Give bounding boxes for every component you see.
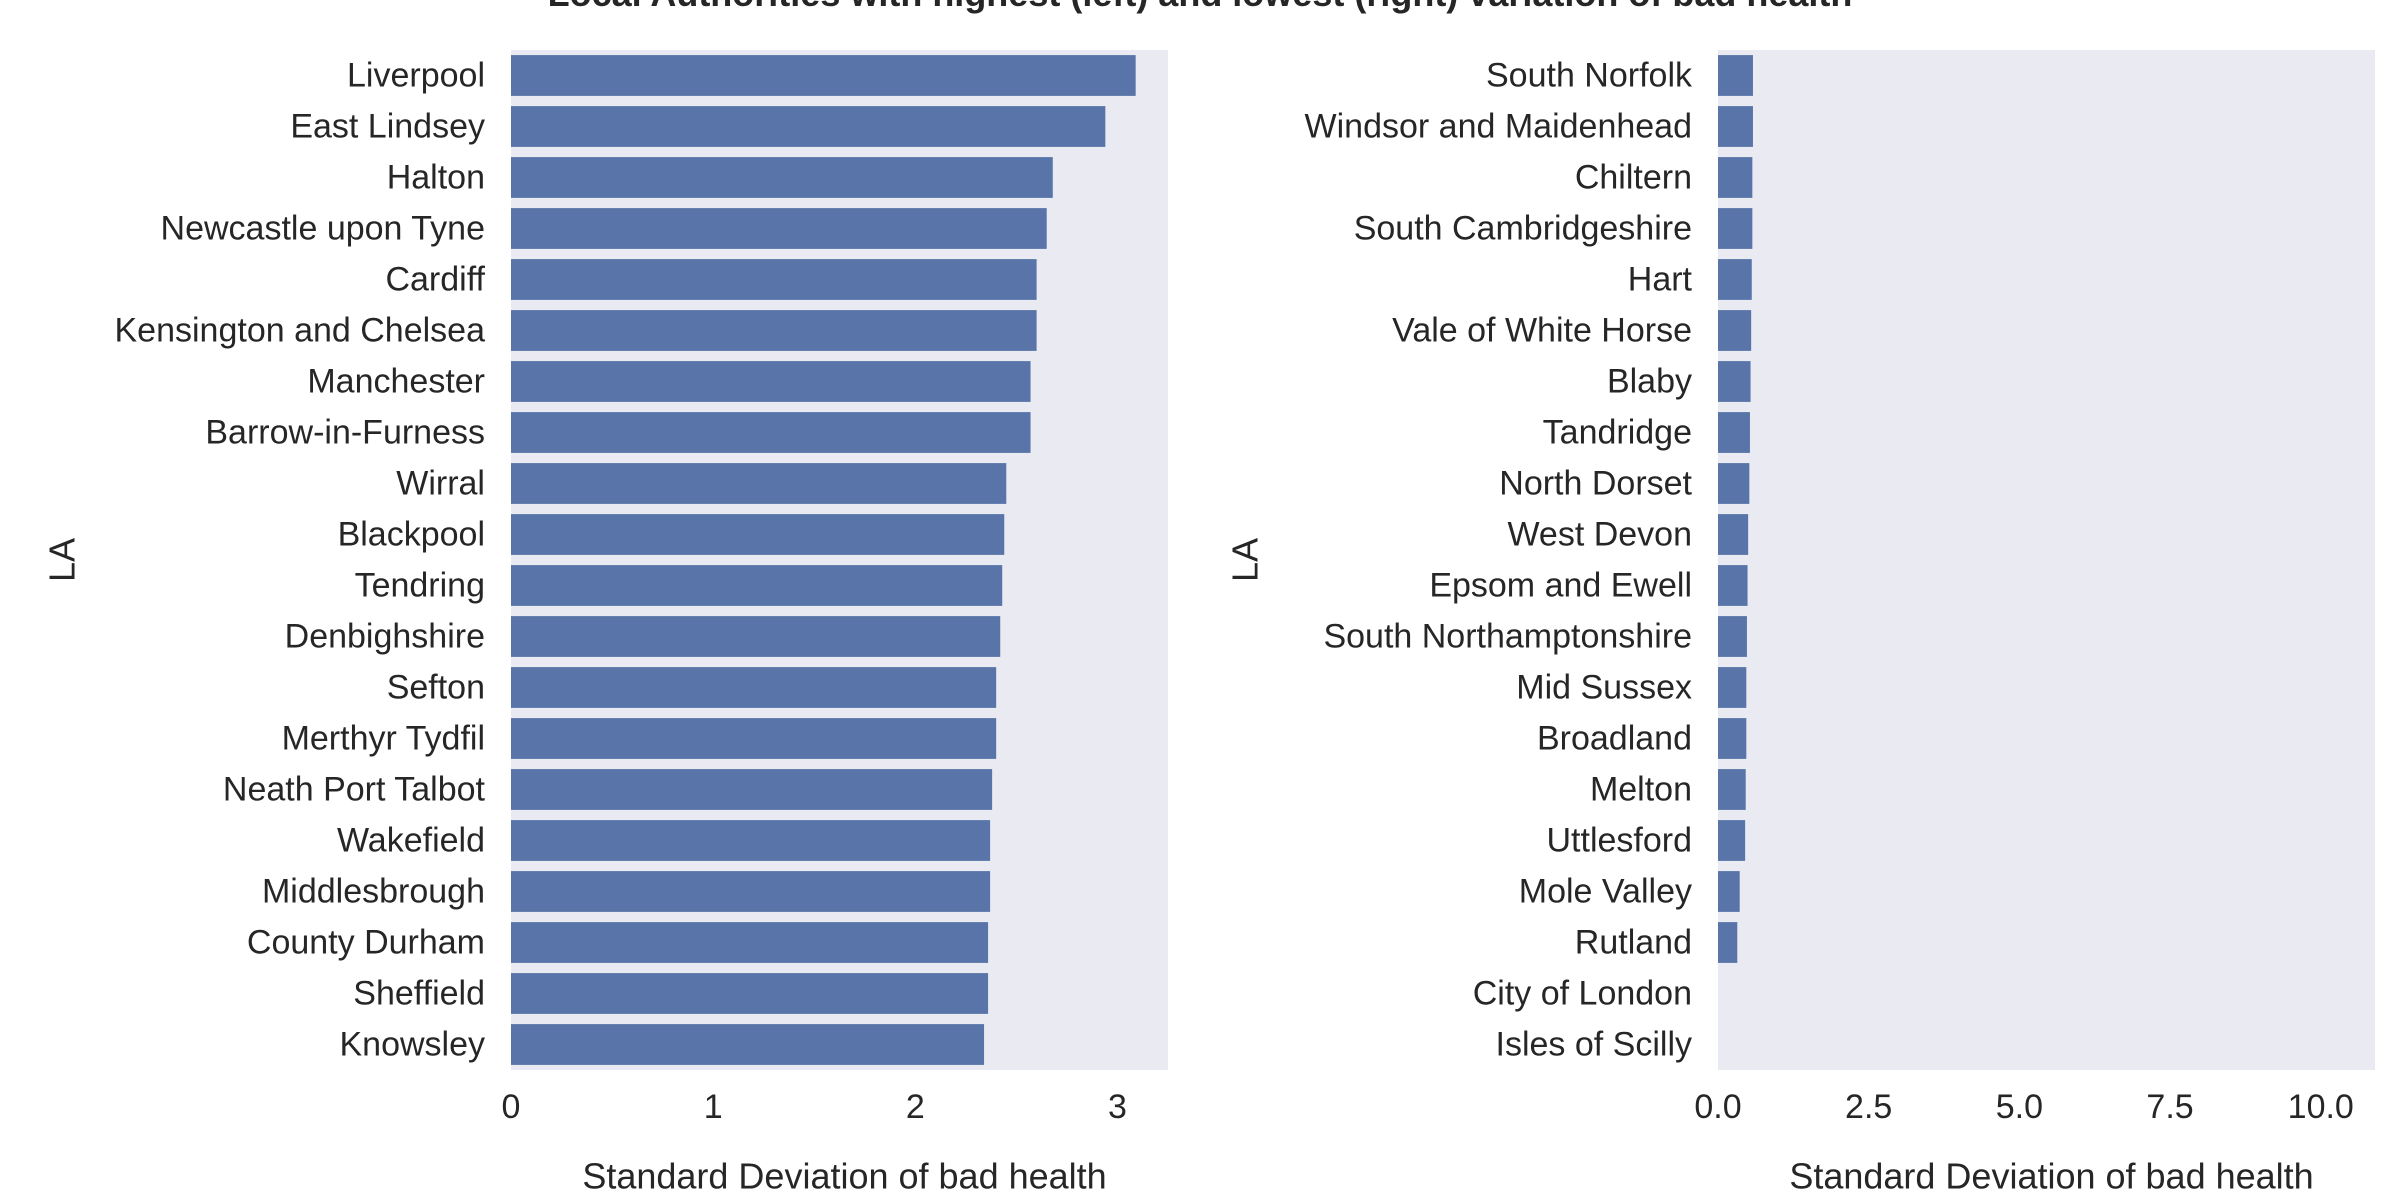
category-label-left-17: County Durham: [247, 924, 485, 962]
bar-left-1: [511, 106, 1106, 147]
plot-area-right: [1718, 50, 2375, 1070]
category-label-right-19: Isles of Scilly: [1496, 1026, 1693, 1064]
bar-right-11: [1718, 616, 1747, 657]
category-label-left-18: Sheffield: [353, 975, 485, 1013]
x-axis-label-right: Standard Deviation of bad health: [1789, 1155, 2313, 1196]
category-label-left-16: Middlesbrough: [262, 873, 485, 911]
x-tick-label-right-3: 7.5: [2146, 1088, 2193, 1126]
bar-left-13: [511, 718, 997, 759]
x-tick-label-right-0: 0.0: [1694, 1088, 1741, 1126]
category-label-left-0: Liverpool: [347, 57, 485, 95]
category-label-right-18: City of London: [1473, 975, 1692, 1013]
x-tick-label-left-2: 2: [906, 1088, 925, 1126]
x-tick-label-left-1: 1: [704, 1088, 723, 1126]
plot-area-left: [511, 50, 1168, 1070]
category-label-left-4: Cardiff: [385, 261, 485, 299]
category-label-left-2: Halton: [387, 159, 485, 197]
category-label-right-8: North Dorset: [1499, 465, 1692, 503]
category-label-right-10: Epsom and Ewell: [1429, 567, 1692, 605]
bar-left-12: [511, 667, 997, 708]
category-label-left-5: Kensington and Chelsea: [115, 312, 486, 350]
bar-right-6: [1718, 361, 1751, 402]
bar-left-14: [511, 769, 993, 810]
category-label-right-13: Broadland: [1537, 720, 1692, 758]
category-label-left-11: Denbighshire: [285, 618, 485, 656]
bar-right-10: [1718, 565, 1748, 606]
x-tick-label-right-1: 2.5: [1845, 1088, 1892, 1126]
category-label-left-7: Barrow-in-Furness: [205, 414, 485, 452]
category-label-right-15: Uttlesford: [1547, 822, 1693, 860]
x-tick-label-right-2: 5.0: [1996, 1088, 2043, 1126]
bar-left-17: [511, 922, 989, 963]
chart-title: Local Authorities with highest (left) an…: [548, 0, 1853, 14]
bar-right-2: [1718, 157, 1753, 198]
right-panel: South Norfolk Windsor and Maidenhead Chilt…: [1225, 50, 2375, 1196]
bar-left-6: [511, 361, 1031, 402]
category-label-right-3: South Cambridgeshire: [1354, 210, 1692, 248]
category-label-left-6: Manchester: [307, 363, 485, 401]
category-label-right-1: Windsor and Maidenhead: [1305, 108, 1692, 146]
bar-left-4: [511, 259, 1037, 300]
bar-left-11: [511, 616, 1001, 657]
bar-left-0: [511, 55, 1136, 96]
bar-left-3: [511, 208, 1047, 249]
bar-right-14: [1718, 769, 1746, 810]
category-label-right-4: Hart: [1628, 261, 1693, 299]
category-label-left-8: Wirral: [396, 465, 485, 503]
category-label-right-9: West Devon: [1507, 516, 1692, 554]
category-label-left-9: Blackpool: [338, 516, 485, 554]
bar-left-15: [511, 820, 991, 861]
category-label-right-16: Mole Valley: [1519, 873, 1692, 911]
bar-right-3: [1718, 208, 1753, 249]
bar-left-7: [511, 412, 1031, 453]
bar-left-10: [511, 565, 1003, 606]
y-axis-label-right: LA: [1225, 538, 1266, 582]
category-label-right-0: South Norfolk: [1486, 57, 1693, 95]
left-panel: Liverpool East Lindsey Halton Newcastle upo…: [42, 50, 1168, 1196]
y-axis-label-left: LA: [42, 538, 83, 582]
bar-right-16: [1718, 871, 1740, 912]
category-label-right-17: Rutland: [1575, 924, 1692, 962]
category-label-left-3: Newcastle upon Tyne: [161, 210, 485, 248]
category-label-right-6: Blaby: [1607, 363, 1692, 401]
bar-right-8: [1718, 463, 1750, 504]
bar-left-5: [511, 310, 1037, 351]
bar-right-13: [1718, 718, 1747, 759]
category-label-left-12: Sefton: [387, 669, 485, 707]
x-tick-label-left-3: 3: [1108, 1088, 1127, 1126]
category-label-right-12: Mid Sussex: [1516, 669, 1692, 707]
bar-left-8: [511, 463, 1007, 504]
bar-right-1: [1718, 106, 1753, 147]
category-label-left-10: Tendring: [355, 567, 485, 605]
category-label-right-2: Chiltern: [1575, 159, 1692, 197]
bar-right-17: [1718, 922, 1738, 963]
category-label-left-15: Wakefield: [337, 822, 485, 860]
category-label-right-11: South Northamptonshire: [1323, 618, 1692, 656]
category-label-right-5: Vale of White Horse: [1392, 312, 1692, 350]
bar-left-19: [511, 1024, 985, 1065]
category-label-right-14: Melton: [1590, 771, 1692, 809]
category-label-left-14: Neath Port Talbot: [223, 771, 486, 809]
bar-right-4: [1718, 259, 1752, 300]
bar-left-2: [511, 157, 1053, 198]
bar-right-0: [1718, 55, 1753, 96]
category-label-right-7: Tandridge: [1543, 414, 1692, 452]
category-label-left-1: East Lindsey: [290, 108, 485, 146]
bar-right-12: [1718, 667, 1747, 708]
bar-right-7: [1718, 412, 1750, 453]
category-label-left-13: Merthyr Tydfil: [282, 720, 485, 758]
x-tick-label-right-4: 10.0: [2288, 1088, 2354, 1126]
bar-right-9: [1718, 514, 1749, 555]
bar-left-18: [511, 973, 989, 1014]
bar-right-5: [1718, 310, 1752, 351]
bar-left-16: [511, 871, 991, 912]
x-axis-label-left: Standard Deviation of bad health: [582, 1155, 1106, 1196]
bar-right-15: [1718, 820, 1746, 861]
x-tick-label-left-0: 0: [502, 1088, 521, 1126]
bar-left-9: [511, 514, 1005, 555]
category-label-left-19: Knowsley: [339, 1026, 485, 1064]
